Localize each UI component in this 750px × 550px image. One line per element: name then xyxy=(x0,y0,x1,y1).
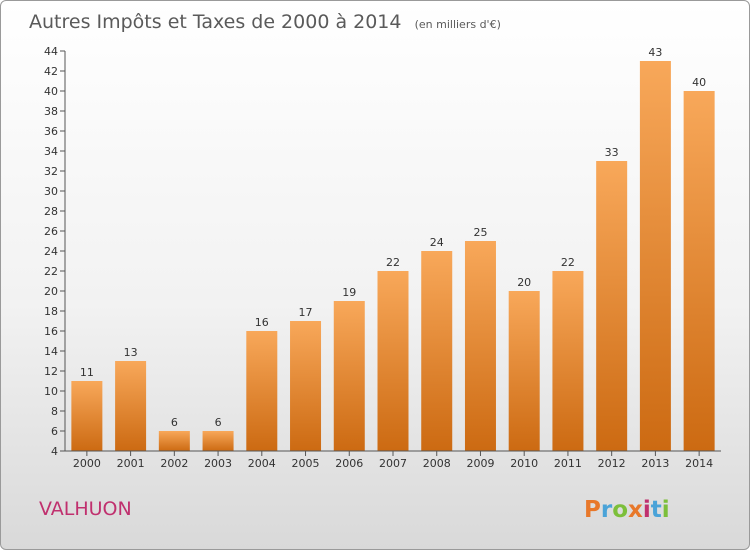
bars-group: 11 13 6 6 16 17 19 22 24 25 20 22 33 43 40 xyxy=(71,46,715,451)
y-tick-label: 14 xyxy=(44,345,58,358)
bar-2006 xyxy=(333,301,365,451)
bar-value-label: 40 xyxy=(692,76,706,89)
x-tick-label: 2001 xyxy=(117,457,145,470)
bar-value-label: 25 xyxy=(473,226,487,239)
x-tick-label: 2010 xyxy=(510,457,538,470)
y-tick-label: 10 xyxy=(44,385,58,398)
x-tick-label: 2004 xyxy=(248,457,276,470)
x-axis: 2000 2001 2002 2003 2004 2005 2006 2007 2008 2009… xyxy=(65,450,721,470)
logo-letter: r xyxy=(601,497,613,523)
bar-value-label: 20 xyxy=(517,276,531,289)
bar-2014 xyxy=(683,91,715,451)
bar-value-label: 17 xyxy=(299,306,313,319)
y-axis: 4 6 8 10 12 14 16 18 20 22 24 26 28 30 32 34 36 38 40 42 44 xyxy=(44,45,66,458)
logo-letter: o xyxy=(612,497,628,523)
y-tick-label: 32 xyxy=(44,165,58,178)
y-tick-label: 4 xyxy=(51,445,58,458)
logo-letter: x xyxy=(628,497,643,523)
y-tick-label: 6 xyxy=(51,425,58,438)
y-tick-label: 42 xyxy=(44,65,58,78)
bar-value-label: 33 xyxy=(605,146,619,159)
y-tick-label: 44 xyxy=(44,45,58,58)
y-tick-label: 16 xyxy=(44,325,58,338)
y-tick-label: 22 xyxy=(44,265,58,278)
x-tick-label: 2007 xyxy=(379,457,407,470)
x-tick-label: 2013 xyxy=(641,457,669,470)
y-tick-label: 36 xyxy=(44,125,58,138)
bar-value-label: 24 xyxy=(430,236,444,249)
x-tick-label: 2003 xyxy=(204,457,232,470)
proxiti-logo: Proxiti xyxy=(584,497,670,523)
logo-letter: i xyxy=(643,497,651,523)
chart-title: Autres Impôts et Taxes de 2000 à 2014 (e… xyxy=(29,11,501,33)
bar-value-label: 22 xyxy=(386,256,400,269)
y-tick-label: 26 xyxy=(44,225,58,238)
bar-2005 xyxy=(290,321,322,451)
bar-2007 xyxy=(377,271,409,451)
chart-title-main: Autres Impôts et Taxes de 2000 à 2014 xyxy=(29,11,402,33)
chart-subtitle: (en milliers d'€) xyxy=(415,18,501,31)
x-tick-label: 2002 xyxy=(160,457,188,470)
x-tick-label: 2014 xyxy=(685,457,713,470)
bar-value-label: 6 xyxy=(215,416,222,429)
bar-value-label: 16 xyxy=(255,316,269,329)
bar-value-label: 13 xyxy=(124,346,138,359)
y-tick-label: 34 xyxy=(44,145,58,158)
logo-letter: P xyxy=(584,497,601,523)
bar-2003 xyxy=(202,431,234,451)
x-tick-label: 2008 xyxy=(423,457,451,470)
y-tick-label: 18 xyxy=(44,305,58,318)
y-tick-label: 12 xyxy=(44,365,58,378)
x-tick-label: 2011 xyxy=(554,457,582,470)
y-tick-label: 24 xyxy=(44,245,58,258)
bar-2001 xyxy=(115,361,147,451)
y-tick-label: 38 xyxy=(44,105,58,118)
bar-2012 xyxy=(596,161,628,451)
bar-value-label: 6 xyxy=(171,416,178,429)
bar-2004 xyxy=(246,331,278,451)
bar-value-label: 19 xyxy=(342,286,356,299)
bar-2009 xyxy=(464,241,496,451)
y-tick-label: 40 xyxy=(44,85,58,98)
bar-2008 xyxy=(421,251,453,451)
bar-2000 xyxy=(71,381,103,451)
bar-2010 xyxy=(508,291,540,451)
x-tick-label: 2000 xyxy=(73,457,101,470)
bar-2002 xyxy=(158,431,190,451)
x-tick-label: 2005 xyxy=(292,457,320,470)
x-tick-label: 2006 xyxy=(335,457,363,470)
y-tick-label: 30 xyxy=(44,185,58,198)
bar-value-label: 11 xyxy=(80,366,94,379)
y-tick-label: 28 xyxy=(44,205,58,218)
x-tick-label: 2009 xyxy=(466,457,494,470)
logo-letter: i xyxy=(662,497,670,523)
logo-letter: t xyxy=(651,497,662,523)
bar-2013 xyxy=(639,61,671,451)
bar-value-label: 43 xyxy=(648,46,662,59)
y-tick-label: 20 xyxy=(44,285,58,298)
y-tick-label: 8 xyxy=(51,405,58,418)
bar-2011 xyxy=(552,271,584,451)
commune-name: VALHUON xyxy=(39,498,132,520)
bar-value-label: 22 xyxy=(561,256,575,269)
x-tick-label: 2012 xyxy=(598,457,626,470)
